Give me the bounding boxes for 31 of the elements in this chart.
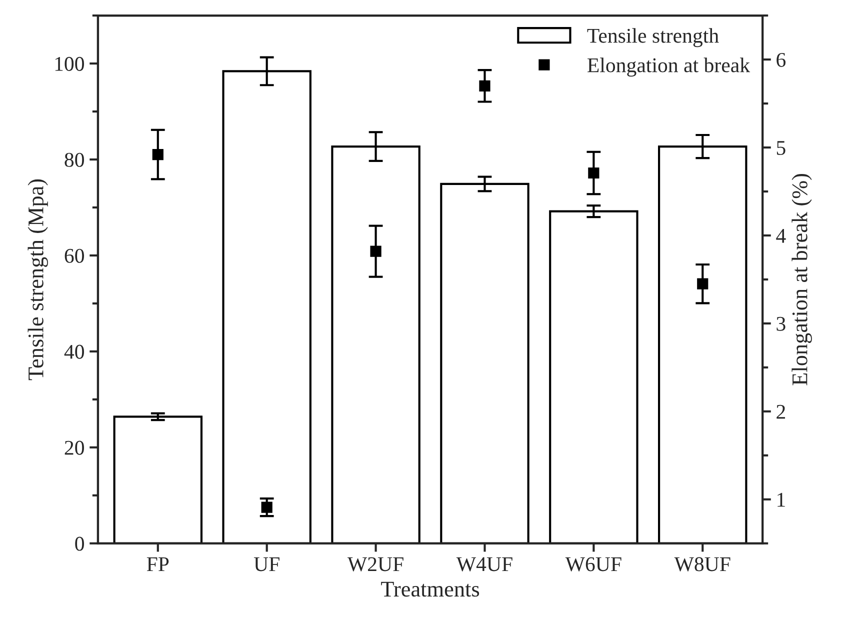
point bbox=[697, 278, 708, 290]
x-tick-label: FP bbox=[146, 557, 169, 572]
x-tick-label: W4UF bbox=[456, 557, 512, 572]
x-tick-label: W6UF bbox=[565, 557, 622, 572]
x-tick-label: W8UF bbox=[674, 557, 730, 572]
x-tick-label: UF bbox=[254, 557, 280, 572]
y2-tick-label: 4 bbox=[776, 228, 786, 243]
x-axis-title: Treatments bbox=[381, 582, 480, 597]
y2-tick-label: 1 bbox=[778, 492, 785, 507]
legend-label: Tensile strength bbox=[587, 28, 719, 48]
y-tick-label: 20 bbox=[64, 440, 84, 455]
bar bbox=[113, 416, 203, 544]
y-tick-label: 60 bbox=[64, 248, 84, 263]
y-tick-label: 100 bbox=[55, 56, 84, 71]
y-axis-title: Tensile strength (Mpa) bbox=[28, 179, 48, 380]
point bbox=[152, 148, 164, 160]
y-tick-label: 0 bbox=[75, 536, 84, 551]
y-tick-label: 80 bbox=[64, 152, 84, 167]
y2-tick-label: 3 bbox=[776, 316, 786, 331]
point bbox=[479, 80, 490, 92]
y-tick-label: 40 bbox=[64, 344, 84, 359]
y2-tick-label: 6 bbox=[776, 52, 786, 67]
bar bbox=[549, 210, 638, 544]
x-tick-label: W2UF bbox=[347, 557, 404, 572]
point bbox=[261, 502, 272, 513]
y2-tick-label: 5 bbox=[776, 141, 786, 155]
y2-tick-label: 2 bbox=[776, 404, 785, 419]
point bbox=[370, 246, 382, 257]
y2-axis-title: Elongation at break (%) bbox=[792, 174, 812, 386]
legend-label: Elongation at break bbox=[588, 58, 750, 77]
point bbox=[588, 167, 600, 179]
